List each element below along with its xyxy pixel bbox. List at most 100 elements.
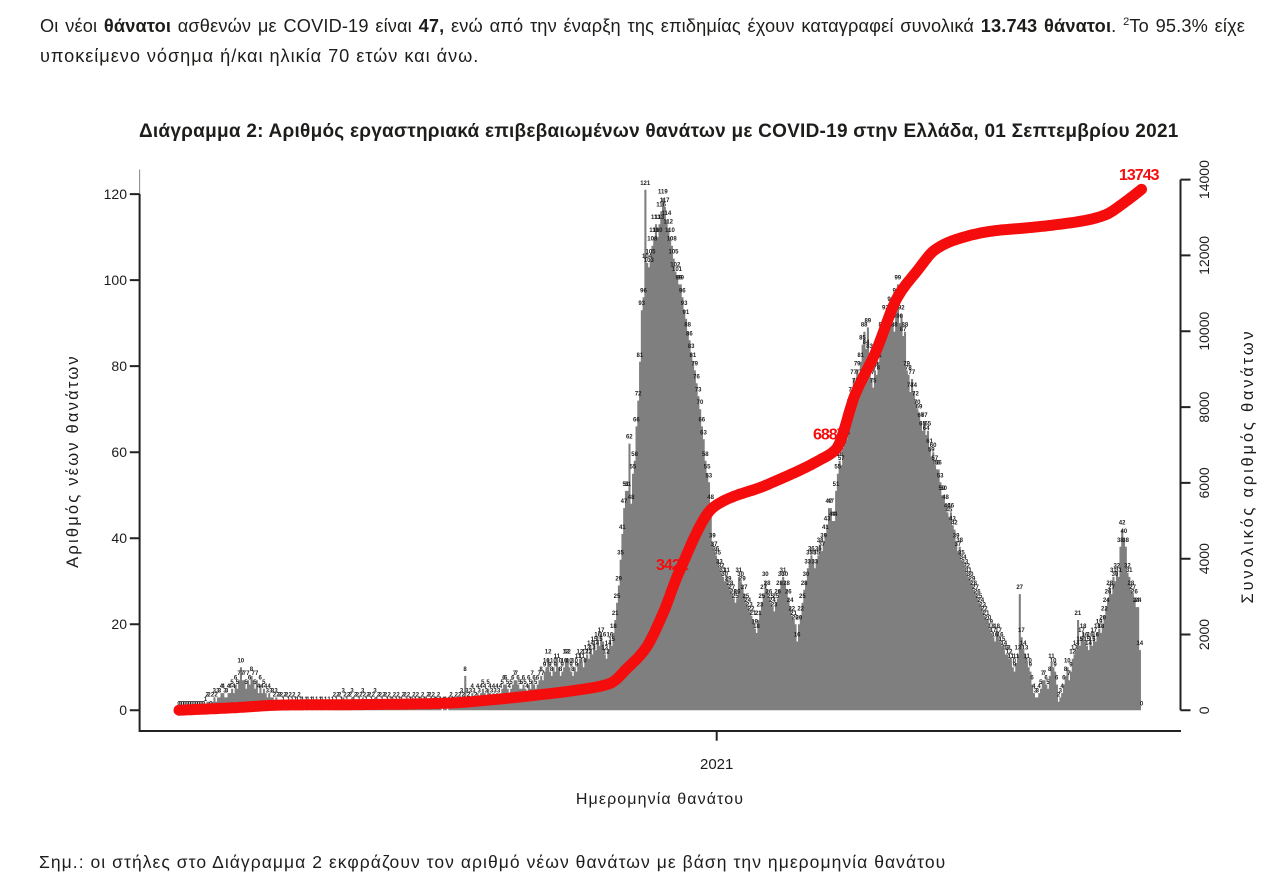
svg-text:51: 51 xyxy=(833,482,840,488)
svg-text:9: 9 xyxy=(569,663,573,669)
svg-text:6: 6 xyxy=(504,676,508,682)
svg-text:112: 112 xyxy=(663,220,673,226)
svg-text:79: 79 xyxy=(903,361,910,367)
svg-text:37: 37 xyxy=(711,542,718,548)
svg-text:3: 3 xyxy=(342,688,346,694)
svg-text:11: 11 xyxy=(579,654,586,660)
svg-text:24: 24 xyxy=(1135,598,1142,604)
svg-text:103: 103 xyxy=(644,258,655,264)
svg-text:2: 2 xyxy=(354,693,358,699)
svg-text:5: 5 xyxy=(520,680,524,686)
svg-text:25: 25 xyxy=(732,594,739,600)
svg-text:62: 62 xyxy=(626,435,633,441)
svg-text:51: 51 xyxy=(622,482,629,488)
svg-text:12: 12 xyxy=(585,650,592,656)
svg-text:15: 15 xyxy=(608,637,615,643)
svg-text:26: 26 xyxy=(734,589,741,595)
svg-text:30: 30 xyxy=(1112,572,1119,578)
svg-text:9: 9 xyxy=(554,663,558,669)
svg-text:88: 88 xyxy=(891,323,898,329)
svg-text:28: 28 xyxy=(801,581,808,587)
svg-text:96: 96 xyxy=(679,288,686,294)
svg-text:57: 57 xyxy=(932,456,939,462)
svg-text:5: 5 xyxy=(486,680,490,686)
svg-text:10: 10 xyxy=(1050,658,1057,664)
svg-text:80: 80 xyxy=(111,358,127,374)
svg-text:18: 18 xyxy=(1098,624,1105,630)
svg-text:30: 30 xyxy=(762,572,769,578)
svg-text:10: 10 xyxy=(555,658,562,664)
svg-text:59: 59 xyxy=(928,448,935,454)
svg-text:6: 6 xyxy=(1044,676,1048,682)
svg-text:28: 28 xyxy=(1128,581,1135,587)
svg-text:38: 38 xyxy=(1122,538,1129,544)
svg-text:64: 64 xyxy=(923,426,930,432)
svg-text:5: 5 xyxy=(529,680,533,686)
svg-text:4: 4 xyxy=(220,684,224,690)
svg-text:33: 33 xyxy=(962,559,969,565)
svg-text:113: 113 xyxy=(651,215,661,221)
svg-text:5: 5 xyxy=(244,680,248,686)
svg-text:36: 36 xyxy=(713,546,720,552)
svg-text:77: 77 xyxy=(868,370,875,376)
svg-text:108: 108 xyxy=(667,237,678,243)
svg-text:16: 16 xyxy=(992,633,999,639)
svg-text:14: 14 xyxy=(605,641,612,647)
svg-text:3: 3 xyxy=(213,688,217,694)
svg-text:Αριθμός νέων θανάτων: Αριθμός νέων θανάτων xyxy=(64,354,82,568)
svg-text:4: 4 xyxy=(1060,684,1064,690)
svg-text:14000: 14000 xyxy=(1196,160,1212,199)
svg-text:10: 10 xyxy=(566,658,573,664)
svg-text:30: 30 xyxy=(737,572,744,578)
svg-text:18: 18 xyxy=(610,624,617,630)
svg-text:7: 7 xyxy=(541,671,545,677)
svg-text:39: 39 xyxy=(820,534,827,540)
svg-text:72: 72 xyxy=(635,392,642,398)
svg-text:41: 41 xyxy=(822,525,829,531)
svg-text:5: 5 xyxy=(253,680,257,686)
svg-text:83: 83 xyxy=(688,344,695,350)
svg-text:70: 70 xyxy=(697,400,704,406)
svg-text:24: 24 xyxy=(744,598,751,604)
svg-text:9: 9 xyxy=(575,663,579,669)
svg-text:27: 27 xyxy=(741,585,748,591)
svg-text:2: 2 xyxy=(1057,693,1061,699)
svg-text:2: 2 xyxy=(289,693,293,699)
svg-text:7: 7 xyxy=(255,671,259,677)
svg-text:2: 2 xyxy=(467,693,471,699)
svg-text:15: 15 xyxy=(591,637,598,643)
svg-text:2: 2 xyxy=(280,693,284,699)
svg-text:8: 8 xyxy=(1064,667,1068,673)
svg-text:17: 17 xyxy=(1018,628,1025,634)
svg-text:17: 17 xyxy=(995,628,1002,634)
svg-text:58: 58 xyxy=(836,452,843,458)
svg-text:1: 1 xyxy=(204,697,208,703)
svg-text:120: 120 xyxy=(104,186,128,202)
svg-text:2: 2 xyxy=(297,693,301,699)
svg-text:4: 4 xyxy=(495,684,499,690)
svg-text:50: 50 xyxy=(939,486,946,492)
svg-text:85: 85 xyxy=(859,336,866,342)
svg-text:9: 9 xyxy=(1069,663,1073,669)
svg-text:8: 8 xyxy=(559,667,563,673)
svg-text:4: 4 xyxy=(260,684,264,690)
svg-text:4: 4 xyxy=(229,684,233,690)
svg-text:2: 2 xyxy=(402,693,406,699)
svg-text:30: 30 xyxy=(803,572,810,578)
svg-text:4: 4 xyxy=(232,684,236,690)
svg-text:88: 88 xyxy=(684,323,691,329)
svg-text:2: 2 xyxy=(393,693,397,699)
svg-text:2: 2 xyxy=(333,693,337,699)
svg-text:2: 2 xyxy=(426,693,430,699)
svg-text:113: 113 xyxy=(655,215,665,221)
svg-text:25: 25 xyxy=(767,594,774,600)
svg-text:110: 110 xyxy=(653,228,663,234)
svg-text:12: 12 xyxy=(545,650,552,656)
svg-text:20: 20 xyxy=(796,615,803,621)
svg-text:101: 101 xyxy=(672,267,683,273)
svg-text:33: 33 xyxy=(804,559,811,565)
svg-text:21: 21 xyxy=(612,611,619,617)
svg-text:13: 13 xyxy=(1015,645,1022,651)
svg-text:27: 27 xyxy=(1129,585,1136,591)
svg-text:3: 3 xyxy=(485,688,489,694)
